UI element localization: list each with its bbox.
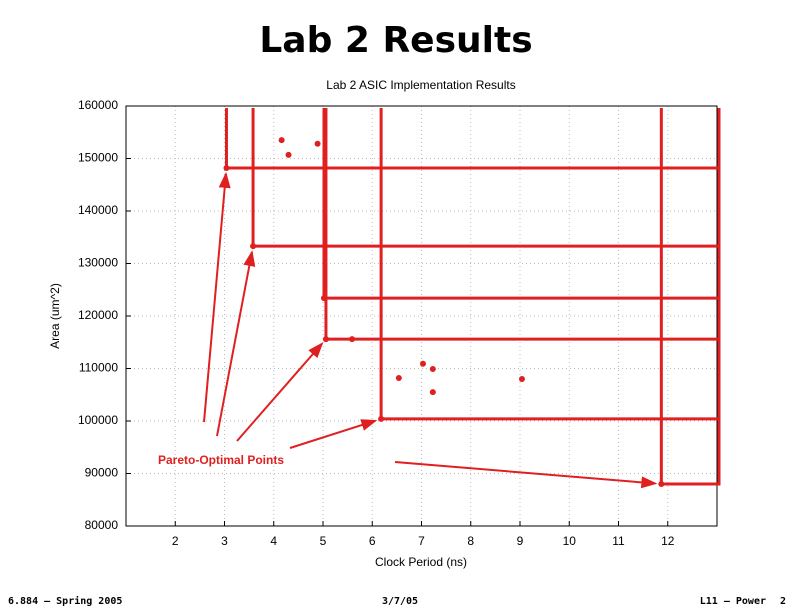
x-tick-label: 4 xyxy=(270,534,277,548)
y-tick-label: 120000 xyxy=(78,308,118,322)
y-tick-label: 90000 xyxy=(85,466,119,480)
data-point xyxy=(322,336,329,343)
x-tick-label: 5 xyxy=(320,534,327,548)
x-tick-label: 11 xyxy=(612,534,625,548)
x-tick-label: 12 xyxy=(661,534,675,548)
data-point xyxy=(314,140,321,147)
y-tick-label: 100000 xyxy=(78,413,118,427)
data-point xyxy=(419,360,426,367)
x-tick-label: 3 xyxy=(221,534,228,548)
footer-center: 3/7/05 xyxy=(382,596,418,607)
arrow xyxy=(236,342,324,442)
y-tick-label: 110000 xyxy=(79,361,118,375)
annotation: Pareto-Optimal Points xyxy=(158,453,284,467)
dominance-box xyxy=(322,108,721,300)
y-tick-label: 160000 xyxy=(78,98,118,112)
data-point xyxy=(658,481,665,487)
data-point xyxy=(223,164,230,171)
y-axis-label: Area (um^2) xyxy=(48,283,62,349)
x-tick-label: 6 xyxy=(369,534,376,548)
y-tick-label: 80000 xyxy=(85,518,119,532)
arrow xyxy=(216,250,256,437)
chart-title: Lab 2 ASIC Implementation Results xyxy=(326,78,515,92)
x-tick-label: 10 xyxy=(563,534,577,548)
x-tick-label: 2 xyxy=(172,534,179,548)
data-point xyxy=(378,415,385,422)
data-point xyxy=(429,389,436,396)
data-point xyxy=(320,295,327,302)
chart: Lab 2 ASIC Implementation Results Clock … xyxy=(48,78,721,569)
data-point xyxy=(349,336,356,343)
x-tick-label: 9 xyxy=(517,534,524,548)
x-axis-label: Clock Period (ns) xyxy=(375,555,467,569)
dominance-box xyxy=(224,108,721,170)
data-point xyxy=(250,243,257,250)
page-number: 2 xyxy=(780,596,786,607)
footer-right: L11 – Power xyxy=(700,596,766,607)
arrow xyxy=(203,171,231,423)
data-point xyxy=(278,137,285,144)
y-tick-label: 150000 xyxy=(78,151,118,165)
y-tick-label: 140000 xyxy=(78,203,118,217)
x-tick-label: 8 xyxy=(467,534,474,548)
data-point xyxy=(285,151,292,158)
x-tick-label: 7 xyxy=(418,534,425,548)
slide-title: Lab 2 Results xyxy=(259,20,532,61)
data-point xyxy=(395,374,402,381)
y-tick-label: 130000 xyxy=(78,256,118,270)
arrow xyxy=(289,419,378,449)
data-point xyxy=(518,376,525,382)
footer-left: 6.884 – Spring 2005 xyxy=(8,595,122,607)
arrow xyxy=(394,461,658,489)
plot-frame xyxy=(125,105,718,527)
data-point xyxy=(429,366,436,373)
dominance-box xyxy=(659,108,721,486)
